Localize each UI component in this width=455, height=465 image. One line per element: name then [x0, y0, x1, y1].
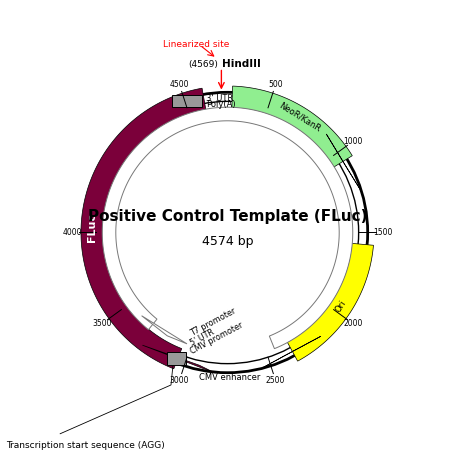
Text: Poly(A): Poly(A)	[206, 100, 236, 109]
Text: 500: 500	[268, 80, 283, 89]
Text: 3500: 3500	[92, 319, 112, 328]
Text: Positive Control Template (FLuc): Positive Control Template (FLuc)	[88, 209, 367, 224]
FancyBboxPatch shape	[167, 352, 186, 365]
Text: Linearized site: Linearized site	[162, 40, 229, 49]
Text: HindIII: HindIII	[222, 60, 261, 69]
Text: 4500: 4500	[170, 80, 189, 89]
Text: 1500: 1500	[373, 228, 392, 237]
Polygon shape	[142, 345, 215, 373]
Text: (4569): (4569)	[188, 60, 218, 69]
Text: FLuc: FLuc	[87, 213, 97, 242]
Text: NeoR/KanR: NeoR/KanR	[277, 101, 322, 134]
Text: 5' UTR: 5' UTR	[188, 327, 216, 347]
Polygon shape	[263, 336, 321, 367]
Polygon shape	[81, 88, 206, 369]
Polygon shape	[142, 316, 187, 344]
Text: Transcription start sequence (AGG): Transcription start sequence (AGG)	[6, 440, 165, 450]
Text: 4000: 4000	[63, 228, 82, 237]
Text: 2500: 2500	[266, 376, 285, 385]
Text: 3' UTR: 3' UTR	[206, 93, 233, 103]
Text: T7 promoter: T7 promoter	[188, 307, 237, 339]
Polygon shape	[287, 243, 374, 361]
Text: 3000: 3000	[170, 376, 189, 385]
Polygon shape	[326, 134, 360, 190]
Text: CMV promoter: CMV promoter	[188, 321, 244, 357]
Text: Ori: Ori	[334, 299, 349, 314]
Text: 2000: 2000	[344, 319, 363, 328]
Polygon shape	[232, 86, 352, 167]
FancyBboxPatch shape	[172, 94, 202, 107]
Polygon shape	[102, 107, 353, 349]
Text: 4574 bp: 4574 bp	[202, 235, 253, 248]
Text: CMV enhancer: CMV enhancer	[199, 372, 261, 382]
Text: 1000: 1000	[344, 137, 363, 146]
